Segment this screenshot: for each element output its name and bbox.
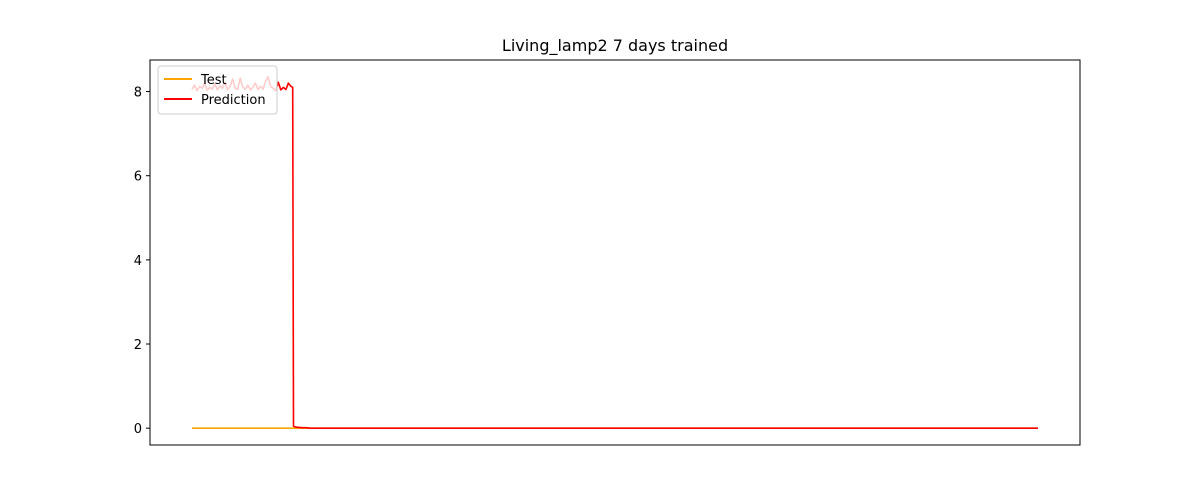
y-axis: 0 2 4 6 8 [134, 86, 150, 437]
y-tick-label: 2 [134, 338, 142, 353]
y-tick-label: 0 [134, 422, 142, 437]
y-tick-label: 6 [134, 170, 142, 185]
series-line-prediction [191, 76, 1038, 430]
legend: Test Prediction [157, 65, 278, 115]
y-tick-label: 4 [134, 254, 142, 269]
legend-label-test: Test [200, 73, 227, 88]
plot-area [149, 59, 1081, 446]
y-tick-label: 8 [134, 86, 142, 101]
legend-label-prediction: Prediction [201, 93, 266, 108]
plot-frame [149, 59, 1081, 446]
chart-title: Living_lamp2 7 days trained [502, 36, 728, 56]
